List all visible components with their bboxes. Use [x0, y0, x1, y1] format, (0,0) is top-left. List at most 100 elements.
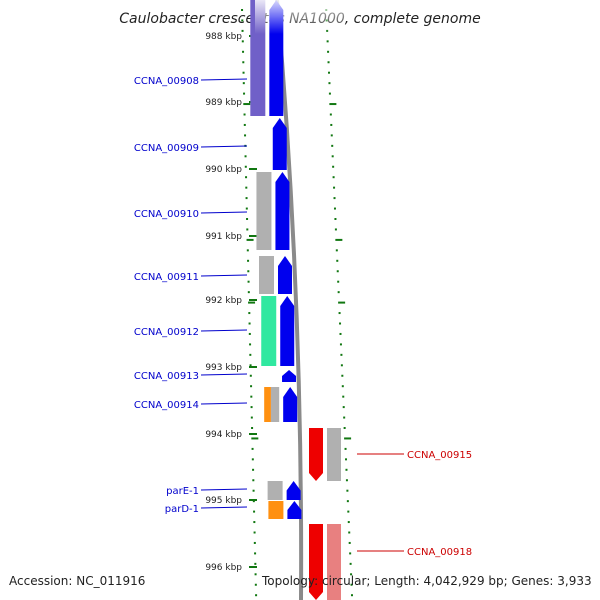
scale-tick-inner	[247, 291, 250, 294]
cog-band-parD-1	[268, 501, 284, 519]
scale-tick-inner	[247, 259, 250, 262]
scale-tick-inner	[250, 395, 253, 398]
top-fade	[255, 0, 345, 34]
scale-tick-outer	[333, 197, 336, 200]
scale-tick-inner	[245, 176, 248, 179]
gene-label-parD-1: parD-1	[165, 504, 199, 515]
scale-tick-outer	[350, 594, 353, 597]
scale-tick-outer	[341, 385, 344, 388]
gene-leader-CCNA_00910	[200, 211, 248, 214]
scale-tick-outer	[347, 521, 350, 524]
scale-label: 991 kbp	[205, 232, 242, 242]
scale-tick-inner	[242, 71, 245, 74]
scale-label: 993 kbp	[205, 363, 242, 373]
scale-tick-inner	[241, 9, 244, 11]
cog-band-CCNA_00918	[327, 524, 341, 600]
scale-tick-inner	[248, 301, 256, 304]
scale-tick-inner	[241, 19, 244, 22]
scale-tick-inner	[249, 343, 252, 346]
scale-major-tick	[249, 566, 257, 568]
scale-tick-outer	[338, 312, 341, 315]
cog-track-reverse	[327, 428, 341, 600]
scale-tick-inner	[247, 270, 250, 273]
scale-tick-inner	[245, 186, 248, 189]
scale-tick-inner	[254, 583, 257, 586]
scale-major-tick	[249, 168, 257, 170]
cds-track-reverse	[309, 428, 323, 600]
scale-tick-inner	[254, 573, 257, 576]
scale-tick-outer	[326, 40, 329, 43]
scale-tick-outer	[338, 301, 346, 304]
cds-track-forward	[269, 0, 302, 519]
accession-text: Accession: NC_011916	[9, 574, 146, 588]
scale-major-tick	[249, 235, 257, 237]
scale-tick-outer	[339, 332, 342, 335]
scale-tick-inner	[251, 447, 254, 450]
scale-tick-outer	[347, 510, 350, 513]
scale-ticks	[241, 9, 353, 597]
scale-tick-inner	[252, 500, 255, 503]
cog-band-CCNA_00915	[327, 428, 341, 481]
scale-tick-outer	[344, 447, 347, 450]
gene-leader-parD-1	[200, 506, 248, 509]
scale-tick-inner	[251, 437, 259, 440]
scale-tick-inner	[250, 406, 253, 409]
cds-arrow-CCNA_00918	[309, 524, 323, 600]
scale-tick-outer	[335, 249, 338, 252]
cds-arrow-CCNA_00910	[275, 172, 290, 250]
scale-label: 996 kbp	[205, 563, 242, 573]
scale-tick-outer	[333, 186, 336, 189]
cds-arrow-parD-1	[287, 501, 302, 519]
scale-tick-inner	[248, 322, 251, 325]
scale-tick-outer	[341, 374, 344, 377]
scale-tick-outer	[331, 155, 334, 158]
gene-labels: CCNA_00908 CCNA_00909 CCNA_00910 CCNA_00911…	[134, 76, 472, 558]
scale-major-tick	[249, 433, 257, 435]
scale-tick-inner	[253, 531, 256, 534]
scale-tick-outer	[327, 71, 330, 74]
gene-leader-CCNA_00914	[200, 402, 248, 405]
gene-label-CCNA_00908: CCNA_00908	[134, 76, 199, 87]
scale-tick-outer	[333, 207, 336, 210]
gene-label-CCNA_00918: CCNA_00918	[407, 547, 472, 558]
scale-tick-inner	[248, 332, 251, 335]
scale-tick-outer	[344, 437, 352, 440]
genome-summary-text: Topology: circular; Length: 4,042,929 bp…	[262, 574, 592, 588]
scale-tick-inner	[252, 468, 255, 471]
scale-tick-inner	[244, 134, 247, 137]
scale-tick-outer	[328, 92, 331, 95]
scale-tick-inner	[253, 510, 256, 513]
scale-tick-inner	[242, 61, 245, 64]
scale-tick-inner	[243, 123, 246, 126]
scale-tick-inner	[242, 82, 245, 85]
scale-tick-outer	[345, 479, 348, 482]
scale-tick-outer	[335, 238, 343, 241]
scale-tick-inner	[248, 312, 251, 315]
scale-major-tick	[249, 299, 257, 301]
scale-tick-outer	[346, 489, 349, 492]
gene-label-CCNA_00909: CCNA_00909	[134, 143, 199, 154]
gene-leader-parE-1	[200, 488, 248, 491]
scale-label: 992 kbp	[205, 296, 242, 306]
gene-leader-CCNA_00913	[200, 373, 248, 376]
scale-major-tick	[249, 366, 257, 368]
scale-tick-inner	[250, 416, 253, 419]
scale-tick-inner	[249, 353, 252, 356]
scale-tick-inner	[254, 562, 257, 565]
scale-tick-inner	[252, 479, 255, 482]
scale-tick-outer	[327, 61, 330, 64]
cog-band-CCNA_00910	[256, 172, 272, 250]
scale-tick-outer	[342, 406, 345, 409]
scale-tick-outer	[327, 50, 330, 53]
cds-arrow-CCNA_00911	[278, 256, 292, 294]
scale-tick-outer	[332, 165, 335, 168]
scale-label: 995 kbp	[205, 496, 242, 506]
gene-label-parE-1: parE-1	[166, 486, 199, 497]
scale-tick-outer	[350, 583, 353, 586]
scale-tick-outer	[336, 270, 339, 273]
scale-tick-inner	[246, 238, 254, 241]
scale-tick-inner	[243, 92, 246, 95]
scale-label: 988 kbp	[205, 32, 242, 42]
scale-tick-outer	[340, 364, 343, 367]
